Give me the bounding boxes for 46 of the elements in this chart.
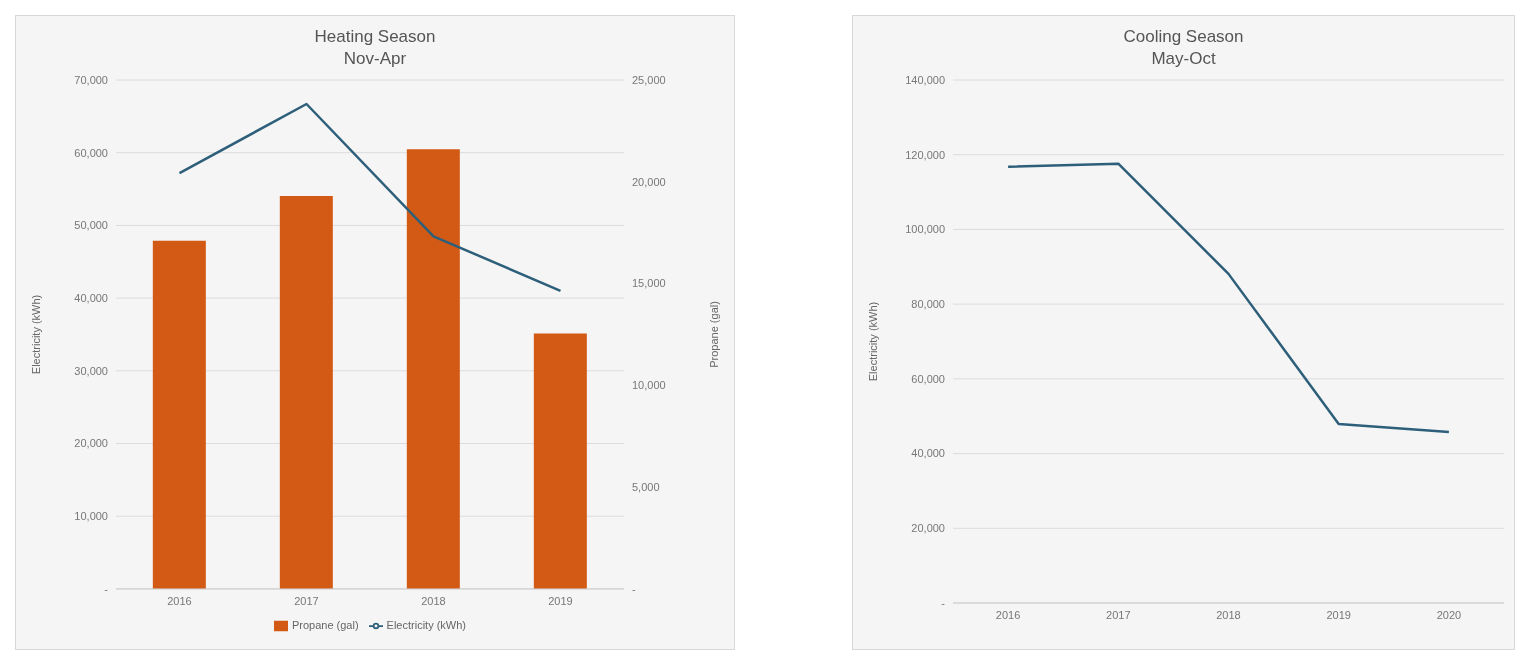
bar xyxy=(406,149,460,589)
x-tick-label: 2019 xyxy=(1326,608,1351,621)
chart-title: Heating Season xyxy=(313,26,437,48)
y-tick-label: 50,000 xyxy=(74,219,108,232)
y-tick-label: - xyxy=(941,596,946,609)
legend-label: Electricity (kWh) xyxy=(386,618,467,631)
x-tick-label: 2018 xyxy=(421,594,446,607)
x-tick-label: 2017 xyxy=(1106,608,1131,621)
y-axis-title: Electricity (kWh) xyxy=(866,301,879,382)
chart-subtitle: May-Oct xyxy=(1150,48,1217,70)
y-tick-label: 120,000 xyxy=(905,148,945,161)
bar xyxy=(279,196,333,589)
y-tick-label: 100,000 xyxy=(905,223,945,236)
y2-tick-label: - xyxy=(632,582,636,595)
line-series xyxy=(178,102,562,293)
y-tick-label: - xyxy=(104,582,109,595)
y2-tick-label: 15,000 xyxy=(632,277,666,290)
chart-title: Cooling Season xyxy=(1122,26,1245,48)
y-tick-label: 70,000 xyxy=(74,73,108,86)
y-tick-label: 140,000 xyxy=(905,73,945,86)
x-tick-label: 2016 xyxy=(167,594,192,607)
y-tick-label: 60,000 xyxy=(911,372,945,385)
y2-axis-title: Propane (gal) xyxy=(707,301,720,368)
y-tick-label: 60,000 xyxy=(74,146,108,159)
x-tick-label: 2017 xyxy=(294,594,319,607)
y-tick-label: 80,000 xyxy=(911,298,945,311)
y2-tick-label: 10,000 xyxy=(632,379,666,392)
y-tick-label: 10,000 xyxy=(74,510,108,523)
x-tick-label: 2018 xyxy=(1216,608,1241,621)
x-tick-label: 2016 xyxy=(995,608,1021,621)
y-tick-label: 40,000 xyxy=(74,292,108,305)
line-series xyxy=(1006,162,1451,434)
y-tick-label: 20,000 xyxy=(911,522,945,535)
y2-tick-label: 20,000 xyxy=(632,175,666,188)
legend-label: Propane (gal) xyxy=(291,618,359,631)
y-tick-label: 40,000 xyxy=(911,447,945,460)
y2-tick-label: 5,000 xyxy=(632,481,660,494)
y-axis-title: Electricity (kWh) xyxy=(29,294,42,375)
chart-subtitle: Nov-Apr xyxy=(342,48,408,70)
y-tick-label: 30,000 xyxy=(74,364,108,377)
y2-tick-label: 25,000 xyxy=(632,73,666,86)
bar xyxy=(152,240,206,589)
y-tick-label: 20,000 xyxy=(74,437,108,450)
bar xyxy=(533,333,587,589)
x-tick-label: 2019 xyxy=(548,594,573,607)
x-tick-label: 2020 xyxy=(1436,608,1462,621)
